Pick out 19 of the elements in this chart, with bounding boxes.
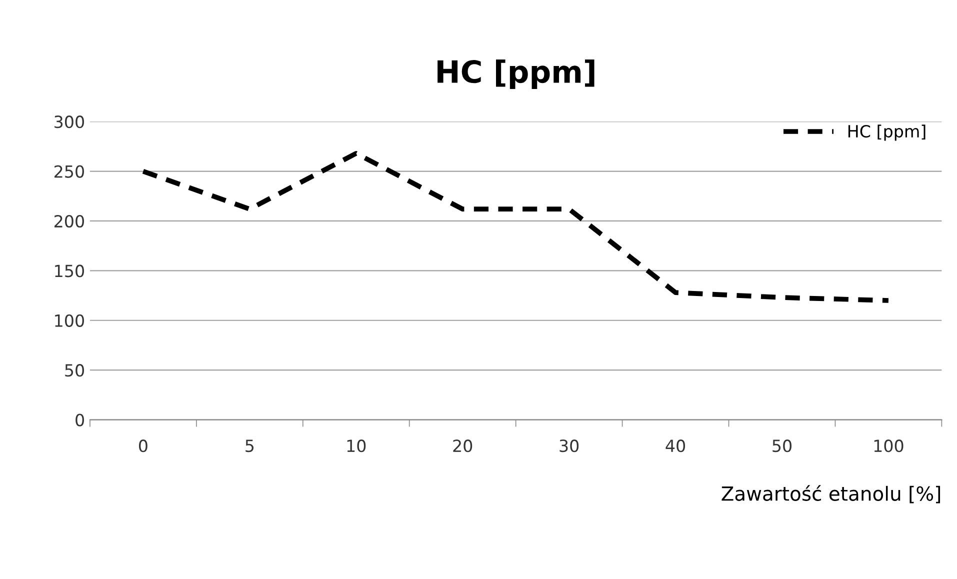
chart-title: HC [ppm] xyxy=(438,59,594,90)
y-tick-label: 300 xyxy=(54,116,84,128)
y-tick-label: 250 xyxy=(54,165,84,178)
x-axis-title: Zawartość etanolu [%] xyxy=(722,485,940,504)
x-tick-label: 100 xyxy=(874,440,904,452)
y-tick-label: 150 xyxy=(55,264,84,278)
y-tick-label: 50 xyxy=(65,364,84,377)
y-tick-label: 200 xyxy=(54,214,84,228)
x-tick-label: 40 xyxy=(666,440,686,452)
x-tick-label: 50 xyxy=(772,440,792,452)
x-tick-label: 0 xyxy=(138,440,148,452)
y-tick-label: 100 xyxy=(55,314,84,327)
x-tick-label: 5 xyxy=(246,440,254,452)
x-tick-label: 30 xyxy=(560,440,579,452)
legend-label: HC [ppm] xyxy=(848,124,926,141)
y-tick-label: 0 xyxy=(76,414,84,426)
x-tick-label: 10 xyxy=(347,440,366,452)
line-series xyxy=(140,150,891,303)
x-tick-label: 20 xyxy=(453,440,472,452)
